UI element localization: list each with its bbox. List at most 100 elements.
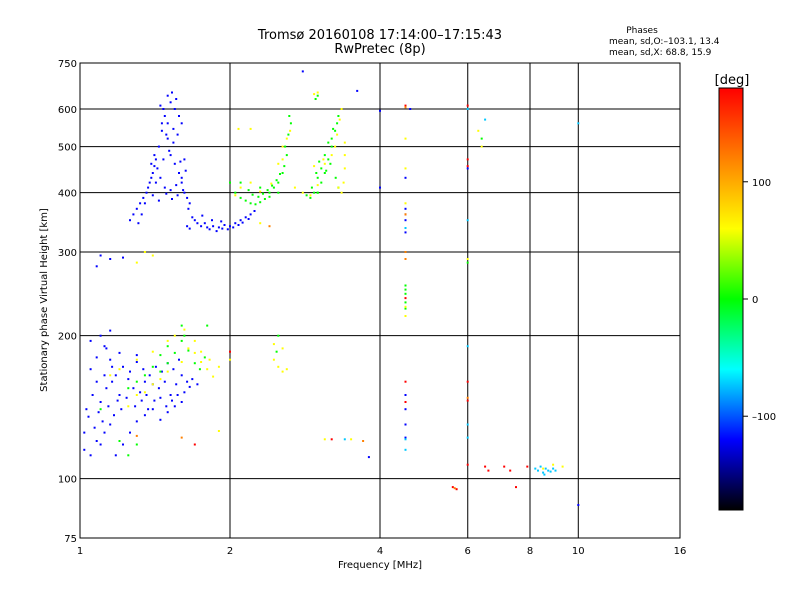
y-tick-label: 400 [58, 189, 77, 200]
data-point [109, 374, 112, 377]
data-point [135, 443, 138, 446]
data-point [466, 261, 469, 264]
data-point [309, 196, 312, 199]
data-point [316, 94, 319, 97]
data-point [109, 423, 112, 426]
data-point [466, 219, 469, 222]
data-point [239, 219, 242, 222]
data-point [334, 176, 337, 179]
data-point [118, 351, 121, 354]
data-point [279, 173, 281, 175]
data-point [91, 394, 94, 396]
data-point [172, 141, 175, 144]
data-point [191, 378, 194, 381]
data-point [153, 165, 156, 168]
data-point [379, 109, 381, 112]
data-point [262, 192, 264, 195]
data-point [330, 137, 333, 140]
data-point [173, 334, 176, 337]
data-point [151, 194, 154, 197]
data-point [148, 374, 151, 377]
data-point [109, 358, 112, 361]
data-point [166, 370, 169, 373]
data-point [107, 405, 110, 408]
data-point [314, 98, 317, 100]
data-point [313, 165, 316, 168]
data-point [404, 423, 407, 426]
data-point [135, 361, 138, 363]
data-point [188, 385, 191, 388]
data-point [453, 487, 456, 490]
data-point [285, 137, 288, 140]
data-point [229, 181, 231, 184]
data-point [127, 387, 130, 390]
data-point [336, 133, 339, 136]
colorbar-tick-label: 100 [752, 178, 771, 189]
data-point [165, 192, 168, 195]
data-point [173, 405, 176, 408]
data-point [554, 469, 557, 472]
data-point [114, 454, 117, 457]
data-point [132, 213, 135, 216]
data-point [549, 470, 552, 473]
data-point [268, 191, 271, 194]
y-tick-label: 200 [58, 332, 77, 343]
data-point [268, 225, 271, 228]
data-point [178, 115, 180, 117]
data-point [87, 415, 90, 418]
data-point [323, 154, 326, 157]
data-point [340, 108, 343, 110]
data-point [142, 196, 145, 199]
data-point [542, 471, 545, 474]
data-point [234, 194, 237, 197]
data-point [547, 469, 550, 472]
data-point [217, 365, 220, 368]
data-point [316, 91, 319, 94]
data-point [263, 198, 266, 200]
data-point [229, 225, 231, 228]
data-point [249, 213, 252, 216]
data-point [151, 408, 154, 411]
data-point [200, 361, 203, 363]
data-point [272, 343, 275, 346]
data-point [277, 181, 280, 184]
chart-title: Tromsø 20160108 17:14:00–17:15:43 [257, 28, 502, 43]
data-point [173, 108, 176, 110]
data-point [129, 219, 131, 222]
data-point [480, 145, 483, 148]
data-point [484, 118, 487, 121]
data-point [466, 345, 469, 348]
data-point [315, 172, 318, 174]
data-point [409, 108, 412, 110]
data-point [561, 465, 564, 468]
data-point [281, 145, 284, 148]
data-point [180, 339, 183, 342]
data-point [310, 186, 313, 189]
data-point [277, 365, 280, 368]
data-point [97, 411, 100, 414]
data-point [404, 284, 407, 287]
data-point [159, 370, 162, 373]
data-point [151, 172, 154, 174]
data-point [221, 227, 224, 230]
data-point [271, 184, 274, 187]
data-point [125, 396, 128, 399]
data-point [404, 292, 407, 295]
data-point [153, 399, 156, 402]
data-point [215, 230, 218, 233]
data-point [151, 350, 154, 353]
data-point [139, 202, 142, 205]
data-point [154, 181, 157, 184]
data-point [212, 375, 215, 378]
data-point [159, 176, 162, 179]
data-point [187, 347, 190, 350]
data-point [151, 383, 154, 386]
data-point [223, 224, 226, 226]
data-point [320, 167, 323, 170]
data-point [313, 191, 316, 194]
data-point [183, 391, 186, 394]
data-point [577, 504, 580, 506]
data-point [162, 158, 165, 161]
data-point [150, 176, 153, 179]
data-point [404, 380, 407, 383]
